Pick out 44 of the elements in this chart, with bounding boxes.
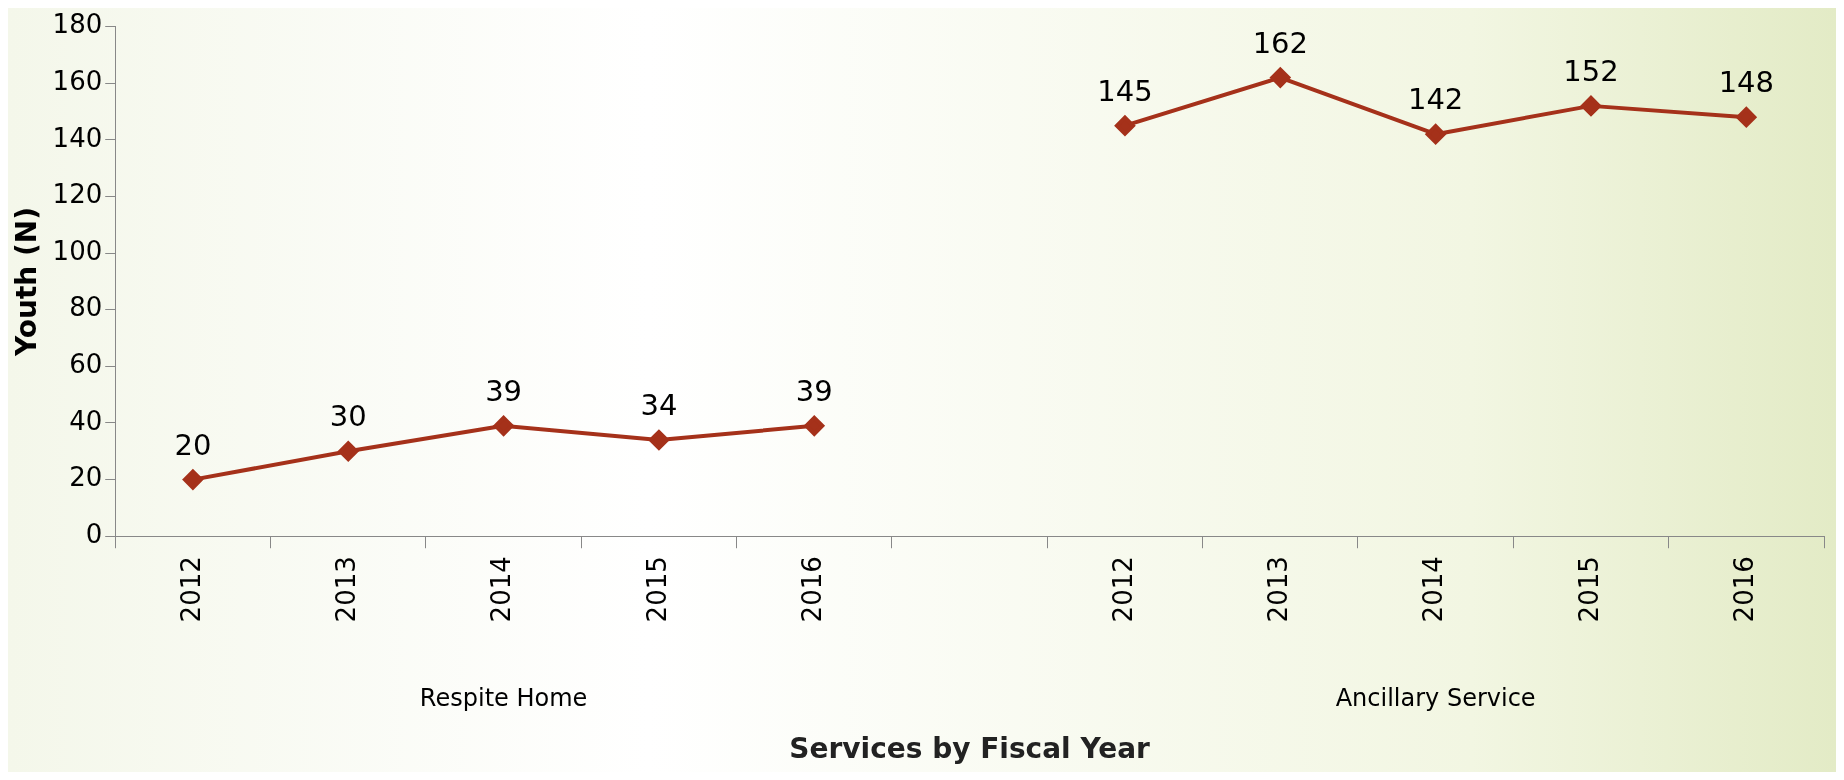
y-tick-label: 60 bbox=[69, 349, 103, 380]
point bbox=[648, 429, 669, 450]
data-label: 145 bbox=[1097, 73, 1153, 108]
data-label: 162 bbox=[1252, 25, 1308, 60]
data-label: 152 bbox=[1563, 53, 1619, 88]
y-axis-title: Youth (N) bbox=[10, 206, 44, 357]
x-tick-label: 2015 bbox=[641, 556, 672, 623]
y-tick-label: 80 bbox=[69, 292, 103, 323]
point bbox=[1114, 115, 1135, 136]
y-tick-label: 120 bbox=[52, 179, 103, 210]
x-tick-label: 2016 bbox=[1729, 556, 1760, 623]
point bbox=[1736, 107, 1757, 128]
x-axis-title: Services by Fiscal Year bbox=[789, 732, 1151, 766]
point bbox=[493, 415, 514, 436]
text: Respite Home bbox=[419, 684, 588, 713]
point bbox=[1580, 95, 1601, 116]
point bbox=[182, 469, 203, 490]
y-tick-label: 100 bbox=[52, 235, 103, 266]
y-tick-label: 0 bbox=[85, 518, 103, 549]
x-tick-label: 2016 bbox=[797, 556, 828, 623]
x-tick-label: 2015 bbox=[1573, 556, 1604, 623]
y-tick-label: 20 bbox=[69, 462, 103, 493]
x-tick-label: 2012 bbox=[1107, 556, 1138, 623]
point bbox=[1270, 67, 1291, 88]
data-label: 30 bbox=[329, 399, 367, 434]
point bbox=[1425, 124, 1446, 145]
data-label: 34 bbox=[640, 388, 678, 422]
point bbox=[338, 441, 359, 462]
x-tick-label: 2014 bbox=[1418, 556, 1449, 623]
x-tick-label: 2012 bbox=[175, 556, 206, 623]
y-tick-label: 180 bbox=[52, 9, 103, 40]
x-tick-label: 2013 bbox=[330, 556, 361, 623]
data-label: 148 bbox=[1718, 65, 1775, 100]
data-label: 142 bbox=[1407, 82, 1464, 117]
data-label: 20 bbox=[174, 427, 212, 462]
y-tick-label: 160 bbox=[52, 65, 103, 96]
x-tick-label: 2014 bbox=[486, 556, 517, 623]
x-tick-label: 2013 bbox=[1263, 556, 1294, 623]
data-label: 39 bbox=[795, 373, 833, 408]
point bbox=[804, 415, 825, 436]
y-tick-label: 140 bbox=[52, 122, 103, 153]
text: Ancillary Service bbox=[1335, 684, 1536, 713]
y-tick-label: 40 bbox=[69, 405, 103, 436]
data-label: 39 bbox=[485, 373, 523, 408]
